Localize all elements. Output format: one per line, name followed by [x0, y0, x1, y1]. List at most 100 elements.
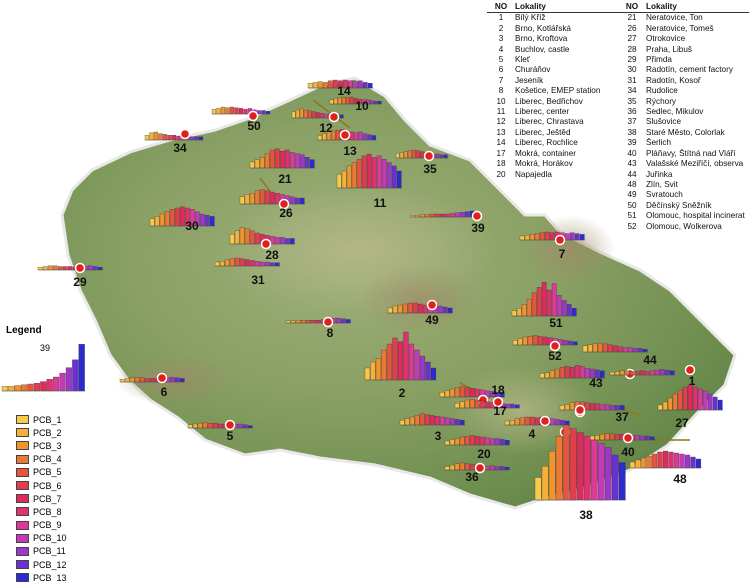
header-no: NO	[494, 2, 508, 11]
site-chart: 30	[149, 206, 215, 233]
legend-label: PCB_8	[33, 506, 62, 517]
chart-bar	[327, 80, 333, 89]
chart-bar	[512, 340, 518, 346]
site-chart: 43	[539, 365, 636, 390]
site-label: 52	[548, 349, 562, 363]
chart-bar	[207, 423, 213, 429]
chart-bar	[284, 149, 290, 169]
site-label: 44	[643, 353, 657, 367]
chart-bar	[179, 378, 185, 383]
chart-bar	[341, 170, 347, 189]
chart-bar	[521, 304, 527, 317]
site-label: 5	[227, 429, 234, 443]
site-row: 43 Valašské Meziříčí, observa	[618, 159, 749, 169]
chart-bar	[556, 295, 562, 317]
site-chart: 6	[119, 372, 185, 399]
chart-bar	[310, 320, 316, 324]
chart-bar	[417, 303, 423, 314]
chart-bar	[672, 393, 678, 411]
chart-bar	[569, 232, 575, 241]
site-label: 27	[675, 416, 689, 430]
chart-bar	[352, 81, 358, 89]
site-no: 10	[496, 96, 506, 106]
site-row: 36 Sedlec, Mikulov	[618, 107, 749, 117]
chart-bar	[404, 418, 410, 426]
site-marker	[426, 299, 438, 311]
chart-bar	[371, 135, 377, 141]
site-marker	[574, 404, 586, 416]
site-chart: 1	[609, 364, 696, 388]
header-name: Lokality	[515, 2, 546, 11]
chart-bar	[259, 189, 265, 205]
chart-bar	[1, 386, 8, 392]
chart-bar	[202, 422, 208, 429]
chart-bar	[494, 438, 500, 446]
chart-bar	[569, 402, 575, 411]
chart-bar	[527, 336, 533, 346]
chart-bar	[484, 401, 490, 409]
legend-swatch	[16, 507, 29, 517]
chart-bar	[300, 320, 306, 324]
legend-sample-chart	[1, 344, 86, 392]
chart-bar	[357, 80, 363, 89]
chart-bar	[459, 462, 465, 471]
chart-bar	[78, 344, 85, 392]
chart-bar	[279, 151, 285, 169]
chart-bar	[377, 101, 382, 105]
chart-bar	[459, 420, 465, 426]
chart-bar	[403, 151, 408, 159]
site-row: 30 Radotín, cement factory	[618, 65, 749, 75]
chart-bar	[548, 451, 556, 501]
site-name: Rýchory	[646, 96, 677, 106]
chart-bar	[387, 307, 393, 314]
chart-bar	[274, 193, 280, 205]
chart-bar	[366, 153, 372, 189]
chart-bar	[434, 213, 440, 218]
chart-bar	[367, 83, 373, 89]
chart-bar	[274, 237, 280, 245]
chart-bar	[659, 369, 665, 376]
chart-bar	[489, 465, 495, 471]
chart-bar	[419, 355, 426, 381]
chart-bar	[526, 298, 532, 317]
site-no: 34	[627, 86, 637, 96]
chart-bar	[594, 435, 600, 441]
site-chart: 52	[512, 335, 578, 363]
site-name: Děčínský Sněžník	[646, 200, 712, 210]
chart-bar	[261, 110, 266, 115]
chart-bar	[454, 463, 460, 471]
site-chart: 31	[214, 257, 280, 287]
site-chart: 44	[582, 342, 657, 367]
chart-bar	[14, 385, 21, 392]
site-label: 20	[477, 447, 491, 461]
chart-bar	[295, 109, 300, 119]
chart-bar	[516, 308, 522, 317]
chart-bar	[444, 466, 450, 471]
site-chart: 50	[211, 106, 271, 133]
legend-label: PCB_9	[33, 520, 62, 531]
site-chart: 4	[504, 415, 570, 441]
chart-bar	[609, 433, 615, 441]
site-no: 31	[627, 75, 637, 85]
chart-bar	[454, 438, 460, 446]
chart-bar	[632, 348, 638, 353]
chart-bar	[651, 453, 658, 469]
chart-bar	[381, 158, 387, 189]
chart-bar	[376, 155, 382, 189]
site-no: 37	[627, 117, 637, 127]
chart-bar	[37, 267, 43, 271]
site-row: 40 Pláňavy, Štítná nad Vláří	[618, 149, 749, 159]
chart-bar	[695, 458, 702, 469]
chart-bar	[247, 425, 253, 429]
site-chart: 5	[187, 419, 253, 443]
chart-bar	[564, 366, 570, 379]
site-row: 10 Liberec, Bedřichov	[487, 97, 618, 107]
chart-bar	[67, 266, 73, 271]
chart-bar	[65, 367, 72, 392]
legend-swatch	[16, 467, 29, 477]
chart-bar	[244, 228, 250, 245]
site-chart: 17	[454, 396, 520, 418]
chart-bar	[305, 320, 311, 324]
chart-bar	[524, 416, 530, 426]
chart-bar	[311, 111, 316, 119]
